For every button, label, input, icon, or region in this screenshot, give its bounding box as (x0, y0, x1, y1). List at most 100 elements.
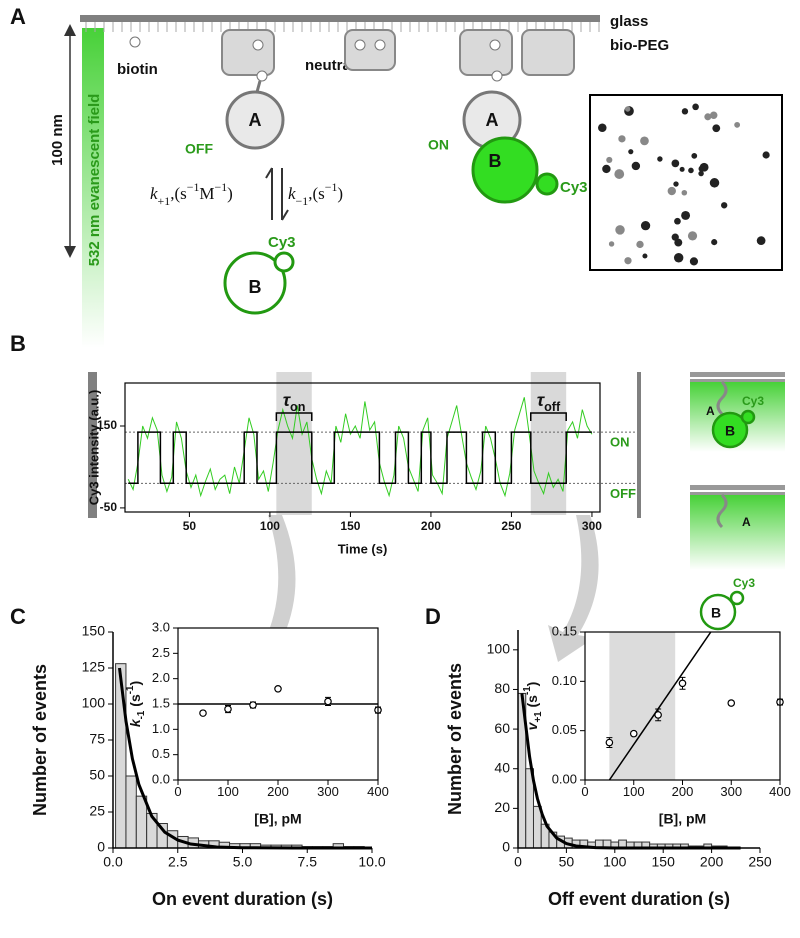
surface-bar (88, 372, 97, 518)
spot (734, 121, 741, 128)
dye-label: Cy3 (742, 394, 764, 408)
y-tick-label: 60 (494, 720, 510, 736)
x-tick-label: 250 (501, 519, 521, 533)
y-tick-label: 75 (89, 731, 105, 747)
spot (679, 166, 685, 172)
data-point (224, 705, 232, 713)
spot (628, 149, 634, 155)
y-tick-label: 3.0 (152, 619, 170, 634)
biotin (374, 39, 386, 51)
chart: 0 100 200 300 400 0.00 0.05 0.10 0.15 [B], pM v+1 … (522, 623, 791, 826)
axes (112, 632, 372, 849)
data-point (678, 679, 687, 688)
evanescent-field (82, 28, 104, 348)
dye-label: Cy3 (268, 234, 296, 251)
text-part: M (199, 184, 214, 203)
x-tick-label: 0.0 (103, 854, 123, 870)
protein-b (699, 593, 737, 631)
spot (673, 253, 684, 263)
data-point (249, 701, 257, 709)
y-tick-label: 2.0 (152, 670, 170, 685)
x-tick-label: 2.5 (168, 854, 188, 870)
y-tick-label: 0.5 (152, 746, 170, 761)
text-part: (s (127, 694, 143, 711)
span-bracket (275, 412, 313, 421)
x-tick-label: 0 (174, 784, 181, 799)
protein-b-label: B (489, 151, 502, 171)
text-part: ) (227, 184, 233, 203)
spot (691, 152, 698, 159)
text-part: ,(s (308, 184, 325, 203)
spot (615, 225, 625, 235)
data-point (727, 699, 736, 707)
peg-layer (690, 379, 785, 382)
x-tick-label: 250 (748, 854, 772, 870)
rate-off: k−1,(s−1) (288, 180, 343, 208)
text-part: k (127, 718, 143, 727)
y-tick-label: 100 (82, 695, 106, 711)
y-axis-label: k-1 (s-1) (125, 681, 147, 727)
spot (709, 178, 720, 188)
text-part: +1 (158, 194, 171, 208)
x-tick-label: 0 (514, 854, 522, 870)
y-axis-label: Number of events (30, 664, 50, 816)
spot (721, 202, 728, 209)
glass-surface (80, 15, 600, 22)
spot (631, 161, 641, 171)
axes (517, 630, 760, 849)
chart: 0 100 200 300 400 0.0 0.5 1.0 1.5 2.0 2.5 3.0 [B], p… (125, 619, 389, 826)
biotin (256, 70, 268, 82)
protein-a (225, 90, 285, 150)
histogram-bar (135, 795, 148, 849)
protein-b-label: B (725, 423, 735, 439)
x-tick-label: 400 (367, 784, 389, 799)
x-axis-label: On event duration (s) (152, 889, 333, 909)
spot (711, 239, 718, 246)
x-tick-label: 7.5 (298, 854, 318, 870)
spot (598, 123, 607, 132)
highlight-band (276, 372, 312, 515)
text-part: ) (127, 681, 143, 686)
level-label: OFF (610, 486, 636, 501)
text-part: +1 (533, 711, 544, 723)
dye (535, 172, 559, 196)
text-part: (s (524, 695, 540, 712)
y-tick-label: 0 (502, 839, 510, 855)
x-axis-label: Off event duration (s) (548, 889, 730, 909)
rate-on: k+1,(s−1M−1) (150, 180, 233, 208)
tether (716, 380, 728, 416)
text-part: −1 (215, 180, 228, 194)
biotin (491, 70, 503, 82)
spot (602, 164, 611, 174)
data-point (654, 711, 662, 719)
protein-b (711, 411, 749, 449)
dye (729, 590, 745, 606)
protein-a-label: A (249, 110, 262, 130)
panel-label: D (425, 604, 441, 629)
y-tick-label: 50 (89, 767, 105, 783)
protein-b (471, 136, 539, 204)
text-part: −1 (296, 194, 309, 208)
neutravidin (344, 29, 396, 71)
y-axis-label: Number of events (445, 663, 465, 815)
text-part: τ (537, 390, 546, 410)
x-tick-label: 50 (183, 519, 197, 533)
connector-arrow (548, 515, 599, 662)
spot (689, 257, 699, 266)
spot (687, 231, 698, 241)
spot (681, 210, 691, 220)
spot (624, 106, 631, 112)
y-axis-label: v+1 (s-1) (522, 682, 544, 731)
off-label: OFF (185, 141, 213, 157)
microscope-image (589, 94, 783, 271)
text-part: −1 (187, 180, 200, 194)
protein-a-label: A (742, 515, 751, 529)
plot-frame (124, 382, 601, 513)
text-part: τ (283, 390, 292, 410)
level-label: ON (610, 435, 630, 450)
spot (712, 124, 721, 133)
panel-label: B (10, 331, 26, 356)
y-tick-label: 0.15 (552, 623, 577, 638)
